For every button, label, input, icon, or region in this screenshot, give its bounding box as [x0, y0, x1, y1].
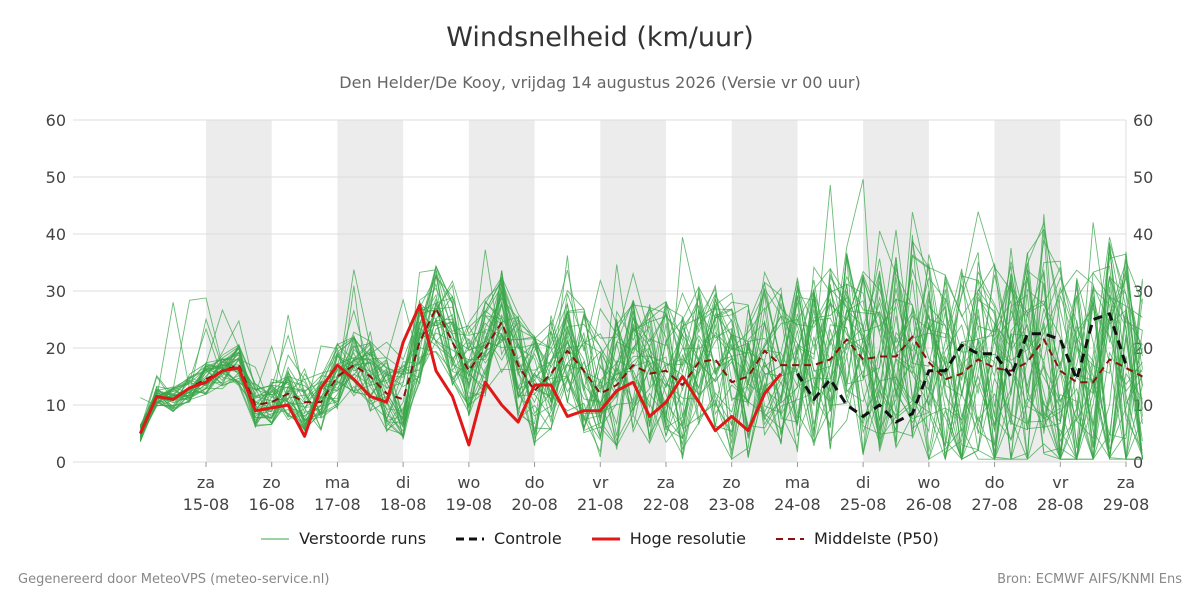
y-tick-right-40: 40 — [1133, 225, 1153, 244]
footer-generator: Gegenereerd door MeteoVPS (meteo-service… — [18, 572, 330, 587]
y-tick-left-60: 60 — [46, 111, 66, 130]
y-tick-left-10: 10 — [46, 396, 66, 415]
ensemble-run-39 — [139, 258, 1143, 460]
ensemble-run-23 — [139, 246, 1143, 460]
legend-label-control: Controle — [494, 529, 562, 548]
ensemble-run-36 — [139, 229, 1143, 460]
ensemble-run-28 — [139, 251, 1143, 460]
x-tick-date-21-08: 21-08 — [577, 495, 624, 514]
x-tick-day-17-08: ma — [325, 473, 350, 492]
ensemble-run-31 — [140, 252, 1143, 460]
x-tick-date-15-08: 15-08 — [183, 495, 230, 514]
x-tick-day-15-08: za — [197, 473, 215, 492]
x-tick-day-18-08: di — [396, 473, 411, 492]
x-tick-day-29-08: za — [1117, 473, 1135, 492]
legend-item-ensemble[interactable]: Verstoorde runs — [261, 529, 426, 548]
legend-item-control[interactable]: Controle — [456, 529, 562, 548]
x-tick-day-24-08: ma — [785, 473, 810, 492]
y-tick-right-0: 0 — [1133, 453, 1143, 472]
y-axis-left: 0 10 20 30 40 50 60 — [46, 111, 66, 472]
x-tick-date-18-08: 18-08 — [380, 495, 427, 514]
legend-label-ensemble: Verstoorde runs — [299, 529, 427, 548]
x-tick-date-19-08: 19-08 — [446, 495, 493, 514]
legend: Verstoorde runs Controle Hoge resolutie … — [0, 529, 1200, 548]
x-tick-date-25-08: 25-08 — [840, 495, 887, 514]
x-tick-day-23-08: zo — [723, 473, 741, 492]
x-tick-date-28-08: 28-08 — [1037, 495, 1084, 514]
legend-swatch-hires — [591, 537, 620, 540]
x-tick-day-26-08: wo — [917, 473, 940, 492]
ensemble-run-30 — [139, 221, 1143, 460]
ensemble-run-38 — [139, 184, 1143, 460]
x-tick-day-16-08: zo — [263, 473, 281, 492]
y-tick-left-50: 50 — [46, 168, 66, 187]
chart-subtitle: Den Helder/De Kooy, vrijdag 14 augustus … — [339, 73, 861, 92]
x-tick-day-19-08: wo — [457, 473, 480, 492]
x-tick-date-23-08: 23-08 — [708, 495, 755, 514]
y-tick-right-30: 30 — [1133, 282, 1153, 301]
x-tick-date-29-08: 29-08 — [1103, 495, 1150, 514]
footer-source: Bron: ECMWF AIFS/KNMI Ens — [997, 572, 1182, 587]
y-tick-left-30: 30 — [46, 282, 66, 301]
series-line-median — [139, 307, 1143, 434]
y-tick-left-0: 0 — [56, 453, 66, 472]
x-tick-date-26-08: 26-08 — [906, 495, 953, 514]
x-tick-day-20-08: do — [525, 473, 545, 492]
x-tick-date-20-08: 20-08 — [511, 495, 558, 514]
legend-swatch-ensemble — [261, 538, 290, 539]
y-tick-left-20: 20 — [46, 339, 66, 358]
legend-swatch-median — [775, 537, 804, 540]
x-tick-day-27-08: do — [985, 473, 1005, 492]
legend-label-hires: Hoge resolutie — [629, 529, 746, 548]
x-tick-day-28-08: vr — [1052, 473, 1068, 492]
x-tick-date-27-08: 27-08 — [971, 495, 1018, 514]
ensemble-run-20 — [139, 211, 1143, 460]
x-tick-date-16-08: 16-08 — [248, 495, 295, 514]
x-tick-date-24-08: 24-08 — [774, 495, 821, 514]
legend-swatch-control — [456, 537, 485, 540]
x-tick-day-25-08: di — [856, 473, 871, 492]
ensemble-run-16 — [139, 251, 1143, 460]
wind-speed-chart: 0 10 20 30 40 50 60 0 10 20 30 40 50 60 za 15-08 zo 16-… — [46, 111, 1154, 514]
x-axis: za 15-08 zo 16-08 ma 17-08 di 18-08 wo 19-08 do 20-… — [183, 462, 1150, 514]
series-line-hires — [138, 303, 783, 447]
x-tick-day-22-08: za — [657, 473, 675, 492]
main-series — [138, 303, 1143, 447]
y-tick-right-50: 50 — [1133, 168, 1153, 187]
x-tick-date-17-08: 17-08 — [314, 495, 361, 514]
legend-item-median[interactable]: Middelste (P50) — [775, 529, 939, 548]
legend-item-hires[interactable]: Hoge resolutie — [591, 529, 746, 548]
chart-title: Windsnelheid (km/uur) — [446, 22, 754, 53]
series-line-control — [796, 312, 1128, 424]
x-tick-day-21-08: vr — [592, 473, 608, 492]
ensemble-run-29 — [139, 247, 1143, 438]
y-tick-left-40: 40 — [46, 225, 66, 244]
x-tick-date-22-08: 22-08 — [643, 495, 690, 514]
legend-label-median: Middelste (P50) — [813, 529, 939, 548]
ensemble-run-34 — [139, 271, 1143, 460]
y-tick-right-60: 60 — [1133, 111, 1153, 130]
ensemble-run-24 — [139, 255, 1143, 460]
